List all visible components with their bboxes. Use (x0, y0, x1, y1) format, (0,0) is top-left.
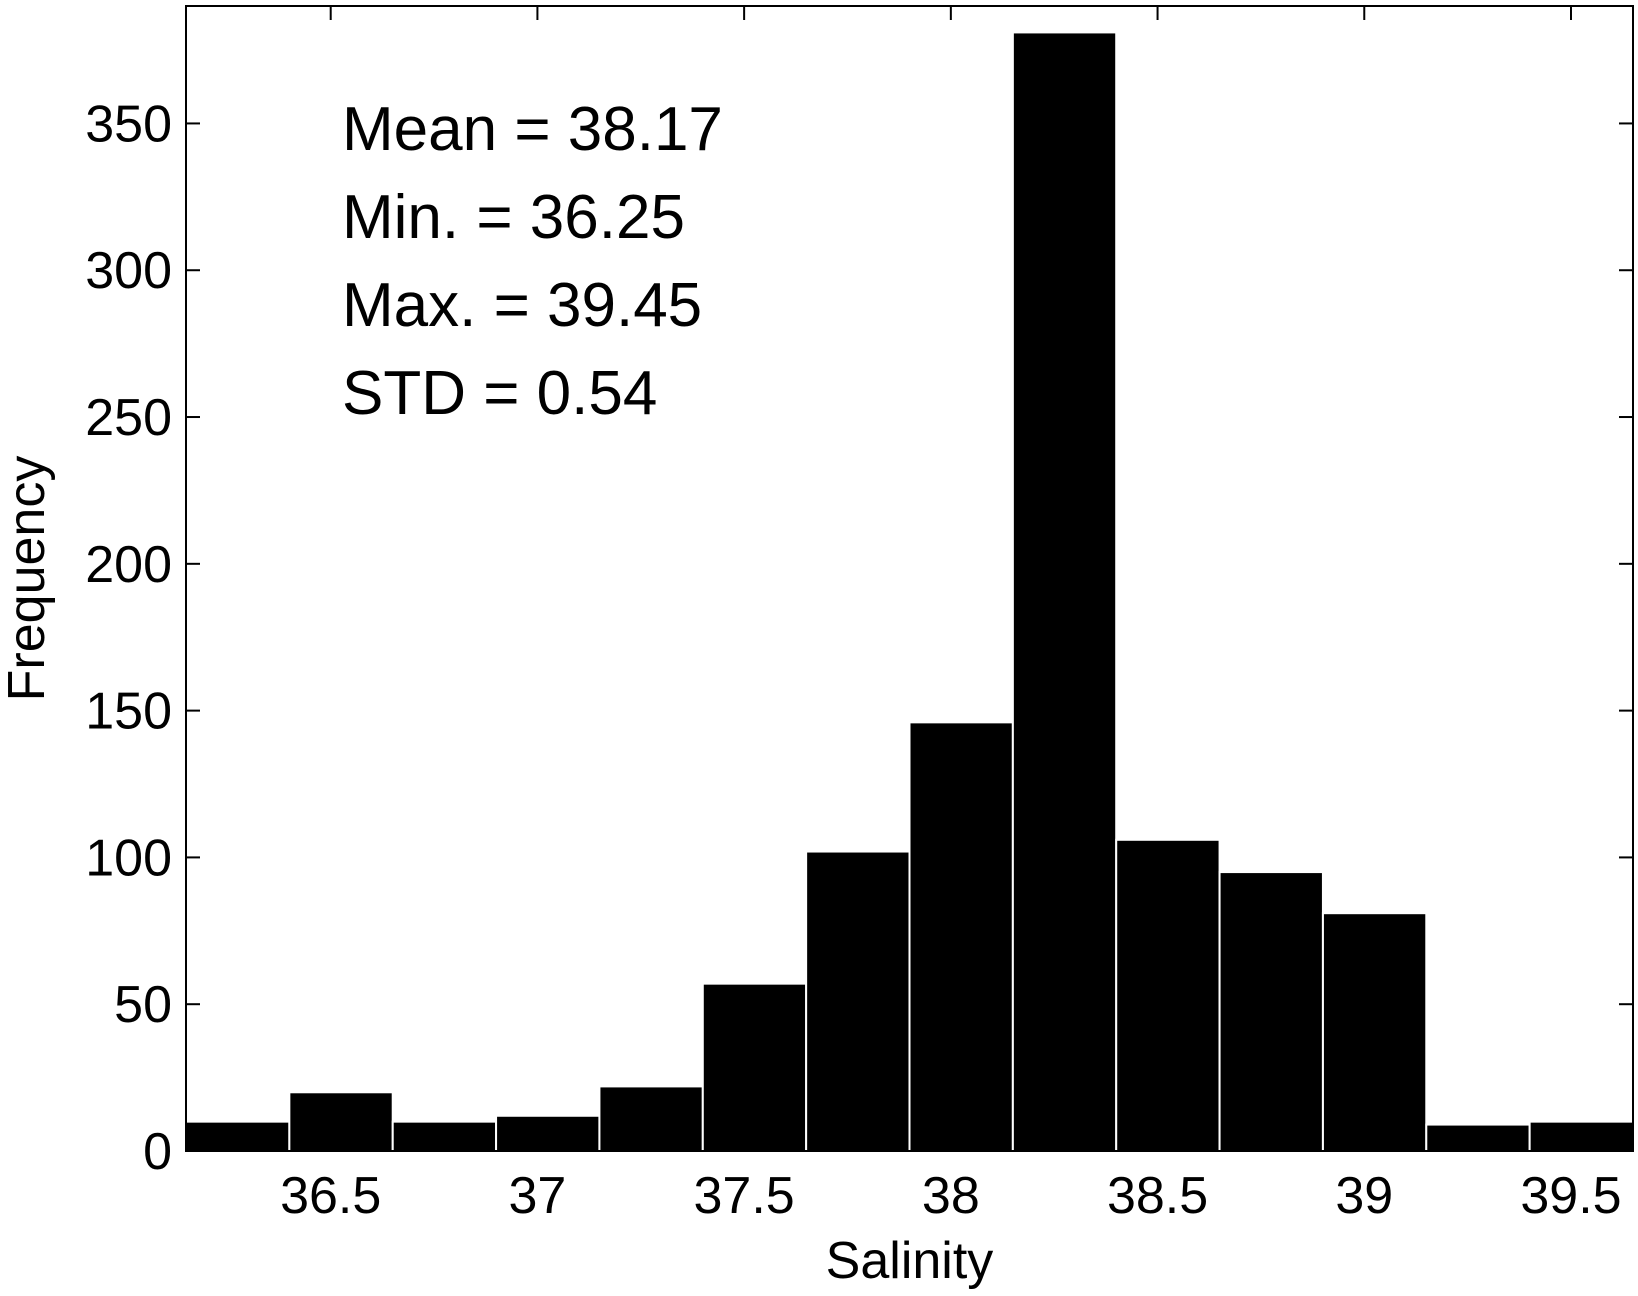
x-tick-label: 37 (508, 1167, 566, 1225)
stat-annotation: Mean = 38.17 (342, 95, 723, 164)
x-tick-label: 38 (922, 1167, 980, 1225)
y-tick-label: 300 (85, 242, 172, 300)
y-tick-label: 0 (143, 1123, 172, 1181)
x-tick-label: 39.5 (1520, 1167, 1621, 1225)
histogram-bar (701, 982, 808, 1153)
x-tick-label: 38.5 (1107, 1167, 1208, 1225)
histogram-bar (805, 850, 911, 1152)
histogram-bar (1011, 31, 1118, 1152)
y-tick-label: 50 (114, 976, 172, 1034)
histogram-bar (598, 1085, 704, 1153)
histogram-bar (1528, 1120, 1634, 1152)
y-tick-label: 200 (85, 536, 172, 594)
stat-annotation: Max. = 39.45 (342, 271, 702, 340)
plot-frame (185, 5, 1634, 1152)
stat-annotation: Min. = 36.25 (342, 183, 685, 252)
histogram-bar (1115, 838, 1221, 1152)
y-tick-label: 250 (85, 389, 172, 447)
y-axis-label: Frequency (0, 456, 56, 702)
histogram-bar (1425, 1123, 1531, 1152)
ticks-group (186, 6, 1633, 1152)
histogram-bar (185, 1120, 291, 1152)
histogram-bar (908, 721, 1014, 1152)
histogram-bar (1321, 912, 1428, 1153)
x-tick-label: 36.5 (280, 1167, 381, 1225)
x-tick-label: 39 (1335, 1167, 1393, 1225)
histogram-bar (391, 1120, 498, 1152)
stats-annotations: Mean = 38.17 Min. = 36.25 Max. = 39.45 STD … (342, 95, 723, 428)
y-tick-label: 150 (85, 683, 172, 741)
y-tick-label: 100 (85, 829, 172, 887)
tick-labels-group: 36.5 37 37.5 38 38.5 39 39.5 0 50 100 150 200 250 300… (85, 95, 1621, 1225)
x-tick-label: 37.5 (694, 1167, 795, 1225)
y-tick-label: 350 (85, 95, 172, 153)
histogram-bar (1218, 871, 1324, 1152)
histogram-bar (495, 1114, 601, 1153)
histogram-bar (288, 1091, 394, 1153)
x-axis-label: Salinity (826, 1232, 994, 1290)
stat-annotation: STD = 0.54 (342, 359, 657, 428)
